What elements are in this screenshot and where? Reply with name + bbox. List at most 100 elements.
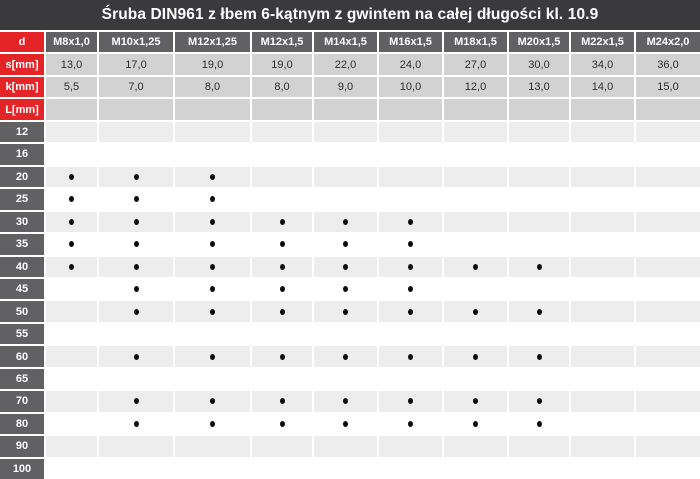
spec-value-cell: 19,0 <box>175 54 250 75</box>
availability-cell <box>509 391 569 412</box>
availability-cell <box>571 256 634 277</box>
availability-dot-icon <box>133 286 139 293</box>
availability-dot-icon <box>408 241 413 248</box>
spec-value-cell: 36,0 <box>636 54 700 75</box>
availability-cell <box>46 256 97 277</box>
spec-value-cell <box>175 99 250 120</box>
availability-dot-icon <box>408 353 413 360</box>
availability-cell <box>99 189 173 210</box>
availability-cell <box>314 368 377 390</box>
availability-cell <box>636 323 700 345</box>
availability-cell <box>571 346 634 367</box>
spec-value-cell: 10,0 <box>379 76 442 98</box>
availability-cell <box>636 121 700 143</box>
availability-cell <box>636 346 700 367</box>
availability-cell <box>636 391 700 412</box>
availability-dot-icon <box>279 353 285 360</box>
availability-cell <box>571 301 634 322</box>
availability-dot-icon <box>279 286 285 293</box>
availability-cell <box>509 458 569 479</box>
availability-cell <box>379 391 442 412</box>
availability-cell <box>314 301 377 322</box>
availability-cell <box>252 166 312 188</box>
spec-value-cell: 9,0 <box>314 76 377 98</box>
spec-value-cell: 27,0 <box>444 54 507 75</box>
availability-dot-icon <box>473 308 478 315</box>
spec-value-cell: 8,0 <box>175 76 250 98</box>
availability-cell <box>99 211 173 233</box>
availability-cell <box>571 278 634 300</box>
spec-value-cell <box>99 99 173 120</box>
availability-dot-icon <box>343 308 348 315</box>
availability-dot-icon <box>210 218 215 225</box>
availability-dot-icon <box>279 420 285 427</box>
availability-cell <box>314 166 377 188</box>
availability-dot-icon <box>133 308 139 315</box>
availability-cell <box>314 346 377 367</box>
availability-cell <box>314 458 377 479</box>
spec-value-cell: 7,0 <box>99 76 173 98</box>
availability-cell <box>444 121 507 143</box>
spec-value-cell: 24,0 <box>379 54 442 75</box>
spec-value-cell <box>379 99 442 120</box>
availability-cell <box>252 346 312 367</box>
availability-cell <box>444 211 507 233</box>
availability-cell <box>314 234 377 255</box>
availability-cell <box>252 368 312 390</box>
column-header-m14x15: M14x1,5 <box>314 32 377 53</box>
availability-dot-icon <box>133 420 139 427</box>
availability-cell <box>314 323 377 345</box>
availability-cell <box>636 301 700 322</box>
availability-dot-icon <box>210 173 215 180</box>
availability-cell <box>99 278 173 300</box>
availability-dot-icon <box>69 173 74 180</box>
availability-cell <box>175 234 250 255</box>
availability-dot-icon <box>69 218 74 225</box>
availability-cell <box>99 346 173 367</box>
availability-cell <box>444 144 507 165</box>
availability-cell <box>314 256 377 277</box>
availability-cell <box>509 278 569 300</box>
availability-cell <box>46 278 97 300</box>
availability-cell <box>444 166 507 188</box>
availability-cell <box>99 323 173 345</box>
spec-value-cell: 13,0 <box>509 76 569 98</box>
availability-dot-icon <box>279 218 285 225</box>
availability-cell <box>175 368 250 390</box>
availability-cell <box>252 121 312 143</box>
length-row-label: 70 <box>0 391 44 412</box>
length-row-label: 20 <box>0 166 44 188</box>
availability-cell <box>252 413 312 435</box>
availability-cell <box>379 301 442 322</box>
spec-value-cell: 22,0 <box>314 54 377 75</box>
length-row-label: 80 <box>0 413 44 435</box>
column-header-m22x15: M22x1,5 <box>571 32 634 53</box>
availability-cell <box>444 346 507 367</box>
spec-row-label: k[mm] <box>0 76 44 98</box>
availability-dot-icon <box>210 241 215 248</box>
availability-cell <box>379 256 442 277</box>
availability-cell <box>314 278 377 300</box>
availability-cell <box>636 413 700 435</box>
availability-cell <box>175 323 250 345</box>
length-row-label: 30 <box>0 211 44 233</box>
availability-cell <box>379 413 442 435</box>
availability-cell <box>571 391 634 412</box>
availability-dot-icon <box>210 196 215 203</box>
availability-cell <box>175 121 250 143</box>
length-row-label: 45 <box>0 278 44 300</box>
availability-cell <box>636 458 700 479</box>
length-row-label: 100 <box>0 458 44 479</box>
availability-dot-icon <box>279 241 285 248</box>
availability-cell <box>379 346 442 367</box>
availability-dot-icon <box>210 263 215 270</box>
spec-value-cell: 12,0 <box>444 76 507 98</box>
availability-cell <box>509 166 569 188</box>
availability-cell <box>509 436 569 457</box>
availability-cell <box>46 301 97 322</box>
length-row-label: 90 <box>0 436 44 457</box>
availability-cell <box>571 436 634 457</box>
availability-cell <box>379 121 442 143</box>
length-row-label: 65 <box>0 368 44 390</box>
